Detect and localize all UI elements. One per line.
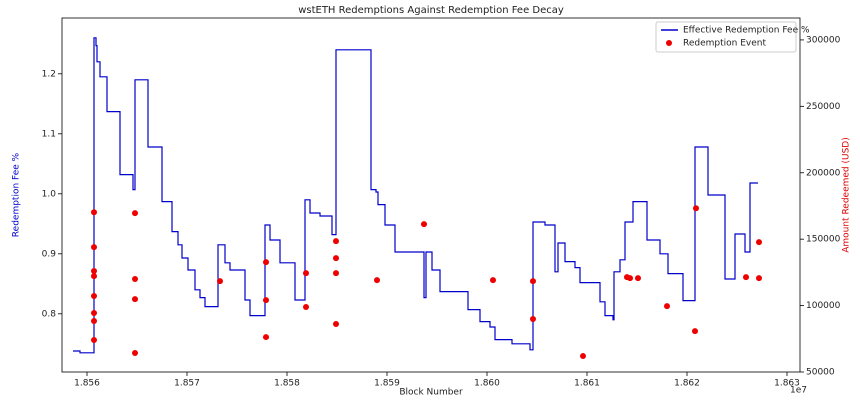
- y-tick-label: 0.9: [42, 249, 57, 259]
- redemption-point: [91, 336, 97, 343]
- y-tick-label: 0.8: [42, 309, 57, 319]
- x-tick-label: 1.857: [174, 379, 200, 389]
- redemption-point: [91, 293, 97, 300]
- x-tick-label: 1.860: [474, 379, 500, 389]
- x-tick-label: 1.861: [574, 379, 600, 389]
- redemption-point: [91, 209, 97, 216]
- redemption-point: [530, 278, 536, 285]
- legend-label: Redemption Event: [683, 39, 766, 49]
- redemption-point: [91, 317, 97, 324]
- chart-title: wstETH Redemptions Against Redemption Fe…: [298, 5, 564, 16]
- legend-label: Effective Redemption Fee %: [683, 26, 810, 36]
- y-tick-label: 1.0: [42, 189, 57, 199]
- redemption-point: [91, 244, 97, 251]
- x-tick-label: 1.862: [674, 379, 700, 389]
- redemption-point: [263, 259, 269, 266]
- redemption-point: [303, 304, 309, 311]
- redemption-point: [132, 350, 138, 357]
- redemption-point: [132, 276, 138, 283]
- redemption-point: [693, 205, 699, 212]
- redemption-point: [374, 277, 380, 284]
- x-offset-label: 1e7: [790, 386, 807, 396]
- redemption-point: [263, 334, 269, 341]
- redemption-point: [743, 274, 749, 281]
- redemption-point: [333, 238, 339, 245]
- redemption-point: [333, 321, 339, 328]
- y2-tick-label: 150000: [806, 235, 841, 245]
- redemption-point: [333, 255, 339, 262]
- redemption-point: [580, 353, 586, 360]
- y2-axis-label: Amount Redeemed (USD): [842, 137, 852, 253]
- x-axis-label: Block Number: [399, 388, 463, 398]
- redemption-point: [756, 275, 762, 282]
- redemption-point: [91, 273, 97, 280]
- redemption-point: [333, 270, 339, 277]
- redemption-point: [627, 275, 633, 282]
- y2-tick-label: 50000: [806, 368, 835, 378]
- y2-tick-label: 200000: [806, 168, 841, 178]
- plot-frame: [61, 17, 801, 373]
- redemption-point: [132, 296, 138, 303]
- redemption-point: [91, 268, 97, 275]
- redemption-point: [756, 239, 762, 246]
- y2-tick-label: 300000: [806, 35, 841, 45]
- redemption-point: [91, 310, 97, 317]
- y-axis-label: Redemption Fee %: [12, 152, 22, 237]
- redemption-point: [664, 303, 670, 310]
- redemption-point: [692, 328, 698, 335]
- redemption-point: [530, 315, 536, 322]
- redemption-point: [635, 275, 641, 282]
- legend-swatch: [666, 40, 672, 46]
- redemption-point: [490, 277, 496, 284]
- redemption-point: [132, 210, 138, 217]
- y-tick-label: 1.2: [42, 69, 56, 79]
- x-tick-label: 1.863: [774, 379, 800, 389]
- legend-box: [655, 21, 797, 53]
- y2-tick-label: 100000: [806, 301, 841, 311]
- y2-tick-label: 250000: [806, 102, 841, 112]
- fee-line: [73, 37, 758, 354]
- redemption-point: [303, 270, 309, 277]
- x-tick-label: 1.858: [274, 379, 300, 389]
- redemption-point: [263, 297, 269, 304]
- y-tick-label: 1.1: [42, 129, 56, 139]
- redemption-point: [217, 278, 223, 285]
- x-tick-label: 1.856: [74, 379, 100, 389]
- redemption-point: [421, 221, 427, 228]
- x-tick-label: 1.859: [374, 379, 400, 389]
